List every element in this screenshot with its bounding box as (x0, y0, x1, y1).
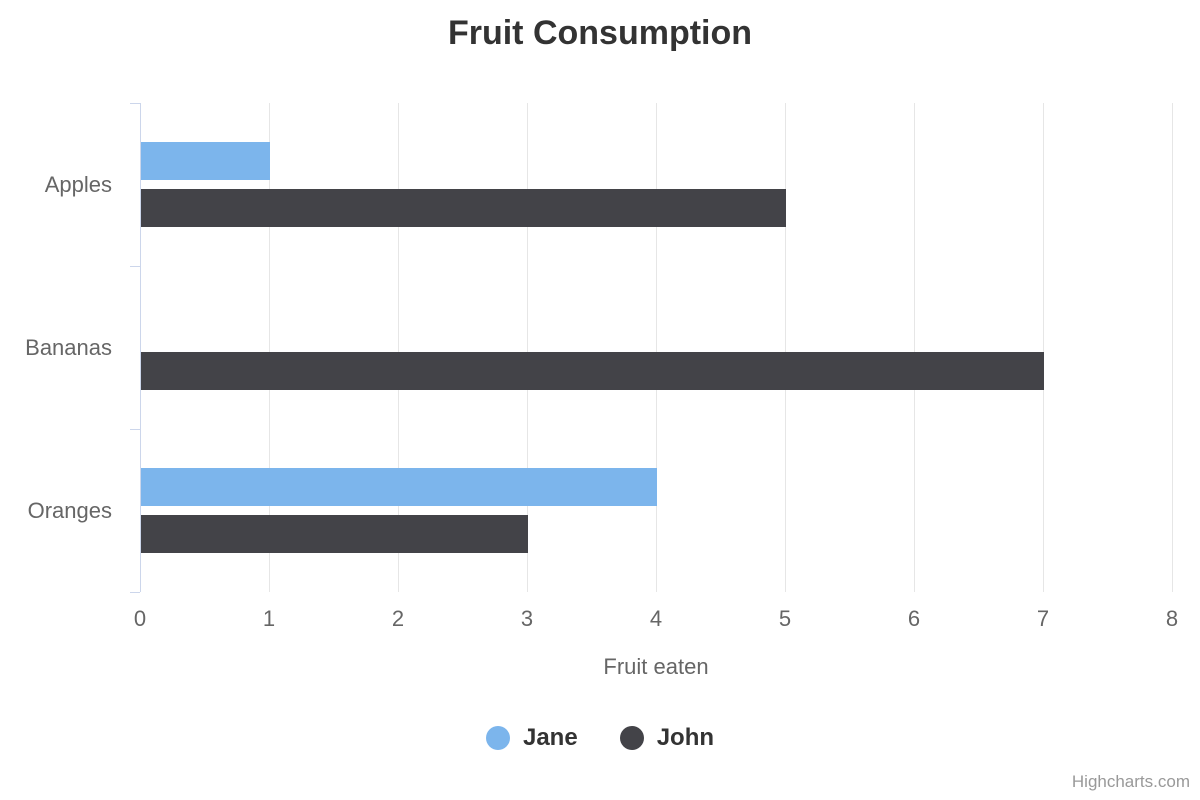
gridline-1 (269, 103, 270, 592)
bar-john-apples[interactable] (141, 189, 786, 227)
bar-john-bananas[interactable] (141, 352, 1044, 390)
credits-link[interactable]: Highcharts.com (1071, 772, 1190, 791)
x-axis-title: Fruit eaten (603, 654, 709, 679)
category-axis-tick (130, 266, 140, 267)
value-axis-label-6: 6 (907, 606, 921, 631)
legend-label-john: John (656, 724, 715, 751)
gridline-7 (1043, 103, 1044, 592)
legend-item-jane[interactable]: Jane (485, 724, 578, 752)
category-axis-tick (130, 592, 140, 593)
gridline-8 (1172, 103, 1173, 592)
gridline-2 (398, 103, 399, 592)
category-label-apples: Apples (44, 172, 112, 197)
value-axis-label-8: 8 (1165, 606, 1179, 631)
legend-marker-jane-icon (485, 726, 510, 750)
value-axis-label-3: 3 (520, 606, 534, 631)
legend-item-john[interactable]: John (619, 724, 715, 752)
category-label-oranges: Oranges (27, 498, 112, 523)
value-axis-label-2: 2 (391, 606, 405, 631)
bar-jane-oranges[interactable] (141, 468, 657, 506)
value-axis-label-0: 0 (133, 606, 147, 631)
category-axis-tick (130, 429, 140, 430)
legend-label-jane: Jane (522, 724, 578, 751)
value-axis-label-4: 4 (649, 606, 663, 631)
category-axis-line (140, 103, 141, 592)
gridline-5 (785, 103, 786, 592)
category-axis-tick (130, 103, 140, 104)
gridline-4 (656, 103, 657, 592)
bar-john-oranges[interactable] (141, 515, 528, 553)
value-axis-label-7: 7 (1036, 606, 1050, 631)
gridline-3 (527, 103, 528, 592)
value-axis-label-5: 5 (778, 606, 792, 631)
gridline-6 (914, 103, 915, 592)
bar-jane-apples[interactable] (141, 142, 270, 180)
legend-marker-john-icon (619, 726, 644, 750)
legend: Jane John (0, 724, 1200, 752)
plot-area (130, 103, 1173, 593)
chart-title: Fruit Consumption (447, 14, 753, 52)
value-axis-label-1: 1 (262, 606, 276, 631)
category-label-bananas: Bananas (25, 335, 112, 360)
